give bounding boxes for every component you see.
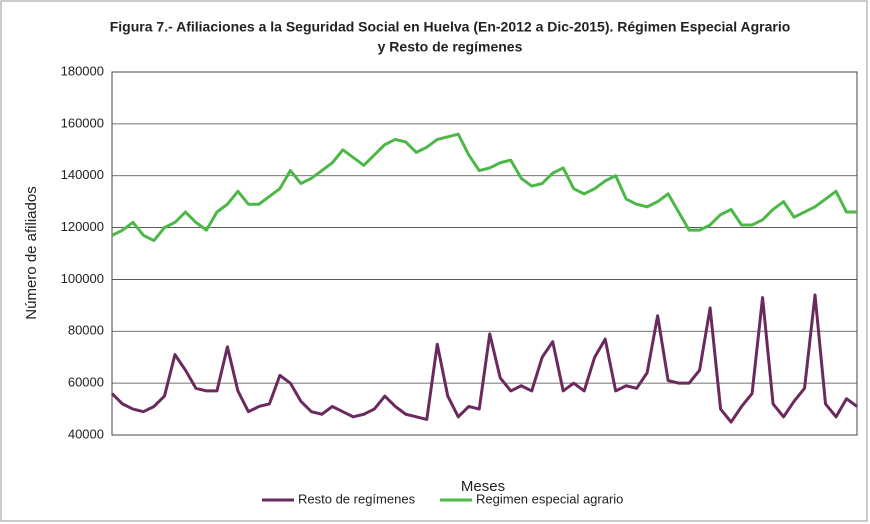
- y-tick-label: 60000: [68, 375, 104, 390]
- legend-label: Resto de regímenes: [298, 491, 416, 506]
- plot-frame: [111, 71, 858, 436]
- legend-label: Regimen especial agrario: [476, 491, 623, 506]
- series-line: [111, 132, 857, 243]
- y-tick-label: 120000: [61, 219, 104, 234]
- y-tick-label: 80000: [68, 323, 104, 338]
- series-line: [110, 293, 858, 424]
- y-tick-label: 140000: [61, 167, 104, 182]
- chart-title: Figura 7.- Afiliaciones a la Seguridad S…: [110, 19, 791, 35]
- chart-title: y Resto de regímenes: [378, 39, 523, 55]
- y-tick-label: 100000: [61, 271, 104, 286]
- y-tick-label: 160000: [61, 115, 104, 130]
- y-axis-label: Número de afiliados: [23, 186, 40, 319]
- x-axis-label: Meses: [461, 478, 505, 495]
- y-tick-label: 40000: [68, 426, 104, 441]
- y-tick-label: 180000: [61, 63, 104, 78]
